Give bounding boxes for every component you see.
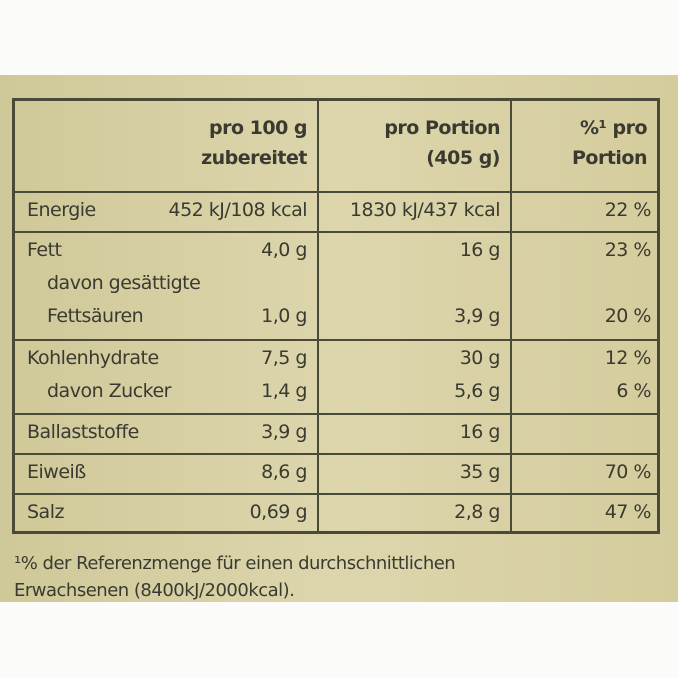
row-value: 5,6 g [454, 380, 500, 402]
row-divider [15, 453, 657, 455]
column-divider [510, 101, 512, 531]
row-value: 8,6 g [261, 461, 307, 483]
row-value: 3,9 g [454, 305, 500, 327]
row-label: Ballaststoffe [27, 421, 139, 443]
row-divider [15, 413, 657, 415]
row-value: 16 g [459, 239, 501, 261]
row-divider [15, 191, 657, 193]
nutrition-label: pro 100 g zubereitet pro Portion (405 g) %¹ … [0, 75, 678, 602]
header-text: (405 g) [426, 147, 500, 169]
row-value: 452 kJ/108 kcal [168, 199, 308, 221]
header-text: pro 100 g [208, 117, 308, 139]
row-value: 12 % [604, 347, 652, 369]
row-value: 16 g [459, 421, 501, 443]
column-divider [317, 101, 319, 531]
row-value: 23 % [604, 239, 652, 261]
row-value: 3,9 g [261, 421, 307, 443]
header-text: Portion [571, 147, 648, 169]
header-text: %¹ pro [580, 117, 648, 139]
header-text: zubereitet [201, 147, 307, 169]
row-value: 1830 kJ/437 kcal [349, 199, 501, 221]
row-value: 1,0 g [261, 305, 307, 327]
row-label: Kohlenhydrate [27, 347, 159, 369]
row-value: 1,4 g [261, 380, 307, 402]
row-value: 70 % [604, 461, 652, 483]
footnote: ¹% der Referenzmenge für einen durchschn… [14, 553, 456, 574]
row-value: 30 g [459, 347, 501, 369]
row-value: 35 g [459, 461, 501, 483]
row-divider [15, 231, 657, 233]
row-value: 2,8 g [454, 501, 500, 523]
row-divider [15, 339, 657, 341]
row-divider [15, 493, 657, 495]
row-label: davon Zucker [47, 380, 172, 402]
footnote: Erwachsenen (8400kJ/2000kcal). [14, 580, 295, 601]
row-value: 0,69 g [249, 501, 308, 523]
row-label: Fettsäuren [47, 305, 144, 327]
row-value: 7,5 g [261, 347, 307, 369]
row-label: davon gesättigte [47, 272, 201, 294]
row-label: Eiweiß [27, 461, 86, 483]
row-label: Salz [27, 501, 64, 523]
row-value: 47 % [604, 501, 652, 523]
row-value: 20 % [604, 305, 652, 327]
row-value: 6 % [616, 380, 651, 402]
row-value: 4,0 g [261, 239, 307, 261]
header-text: pro Portion [384, 117, 500, 139]
row-value: 22 % [604, 199, 652, 221]
nutrition-table: pro 100 g zubereitet pro Portion (405 g) %¹ … [12, 98, 660, 534]
row-label: Energie [27, 199, 96, 221]
row-label: Fett [27, 239, 62, 261]
